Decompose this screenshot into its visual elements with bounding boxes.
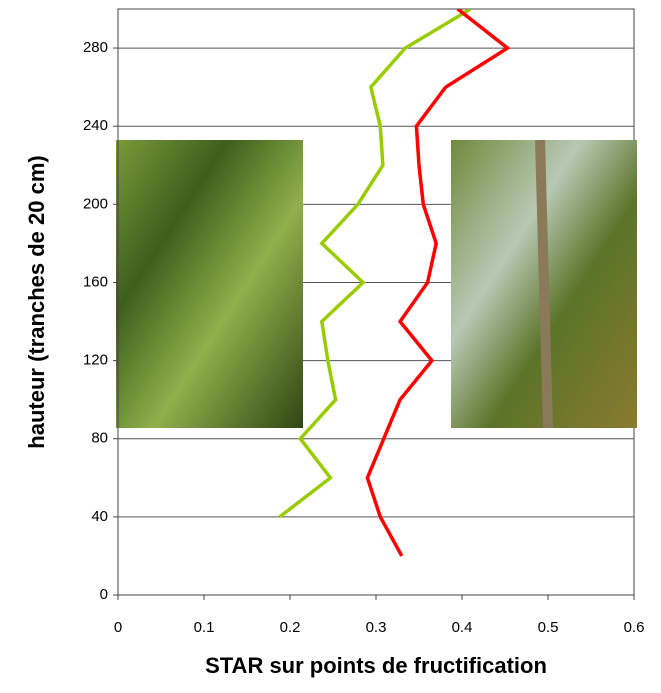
chart: STAR sur points de fructification hauteu… (0, 0, 661, 693)
x-tick-label: 0.2 (280, 619, 301, 636)
photo (116, 140, 303, 428)
series-line (280, 9, 471, 517)
y-tick-label: 120 (83, 352, 108, 369)
y-tick-label: 240 (83, 117, 108, 134)
y-axis-title: hauteur (tranches de 20 cm) (24, 155, 49, 448)
x-axis-title: STAR sur points de fructification (205, 653, 547, 678)
x-tick-label: 0 (114, 619, 122, 636)
x-tick-label: 0.1 (194, 619, 215, 636)
y-tick-label: 280 (83, 39, 108, 56)
y-tick-label: 40 (91, 508, 108, 525)
x-tick-label: 0.6 (624, 619, 645, 636)
y-tick-label: 160 (83, 273, 108, 290)
x-tick-label: 0.5 (538, 619, 559, 636)
y-tick-label: 0 (100, 586, 108, 603)
x-tick-label: 0.3 (366, 619, 387, 636)
y-tick-label: 80 (91, 430, 108, 447)
y-tick-label: 200 (83, 195, 108, 212)
x-tick-label: 0.4 (452, 619, 473, 636)
